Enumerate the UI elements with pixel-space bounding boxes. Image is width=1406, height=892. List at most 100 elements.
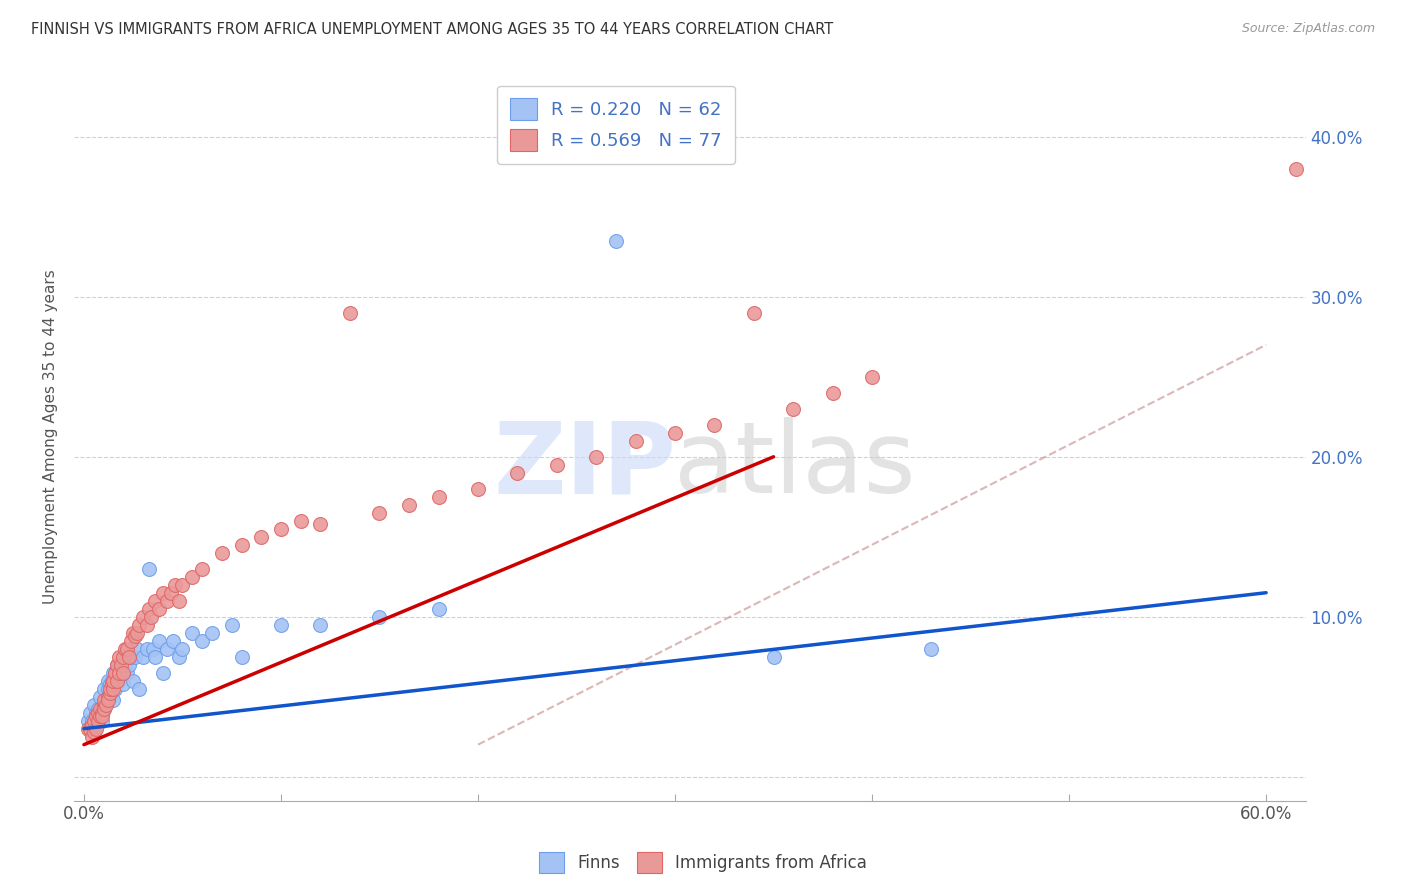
Point	[139, 609, 162, 624]
Point	[821, 385, 844, 400]
Point	[117, 649, 139, 664]
Point	[87, 714, 110, 728]
Point	[108, 649, 131, 664]
Point	[83, 714, 105, 728]
Point	[127, 641, 149, 656]
Point	[89, 702, 111, 716]
Point	[124, 629, 146, 643]
Point	[98, 677, 121, 691]
Point	[605, 234, 627, 248]
Point	[368, 506, 391, 520]
Point	[112, 665, 135, 680]
Point	[97, 681, 120, 696]
Point	[132, 649, 155, 664]
Point	[742, 306, 765, 320]
Point	[93, 698, 115, 712]
Point	[104, 665, 127, 680]
Point	[1285, 161, 1308, 176]
Text: atlas: atlas	[673, 417, 915, 515]
Point	[103, 665, 125, 680]
Point	[103, 673, 125, 688]
Point	[142, 641, 165, 656]
Point	[191, 562, 214, 576]
Point	[89, 690, 111, 704]
Point	[290, 514, 312, 528]
Point	[152, 585, 174, 599]
Point	[103, 681, 125, 696]
Legend: Finns, Immigrants from Africa: Finns, Immigrants from Africa	[533, 846, 873, 880]
Point	[211, 546, 233, 560]
Point	[98, 686, 121, 700]
Point	[128, 681, 150, 696]
Point	[80, 718, 103, 732]
Point	[167, 649, 190, 664]
Point	[117, 665, 139, 680]
Point	[309, 516, 332, 531]
Point	[83, 724, 105, 739]
Point	[80, 714, 103, 728]
Point	[107, 673, 129, 688]
Point	[860, 369, 883, 384]
Point	[118, 657, 141, 672]
Point	[172, 578, 194, 592]
Point	[231, 649, 253, 664]
Point	[87, 706, 110, 720]
Point	[89, 706, 111, 720]
Point	[132, 609, 155, 624]
Point	[122, 673, 145, 688]
Point	[191, 633, 214, 648]
Point	[103, 693, 125, 707]
Point	[368, 609, 391, 624]
Point	[128, 617, 150, 632]
Point	[90, 709, 112, 723]
Point	[546, 458, 568, 472]
Point	[98, 690, 121, 704]
Point	[84, 722, 107, 736]
Point	[90, 706, 112, 720]
Point	[181, 570, 204, 584]
Point	[117, 641, 139, 656]
Point	[93, 702, 115, 716]
Point	[110, 657, 132, 672]
Point	[97, 673, 120, 688]
Point	[84, 709, 107, 723]
Point	[148, 633, 170, 648]
Point	[427, 490, 450, 504]
Point	[120, 649, 142, 664]
Point	[107, 657, 129, 672]
Point	[138, 601, 160, 615]
Point	[83, 698, 105, 712]
Point	[120, 633, 142, 648]
Point	[87, 709, 110, 723]
Point	[118, 649, 141, 664]
Point	[114, 657, 136, 672]
Point	[93, 681, 115, 696]
Point	[152, 665, 174, 680]
Point	[339, 306, 361, 320]
Point	[89, 709, 111, 723]
Point	[703, 417, 725, 432]
Point	[156, 593, 179, 607]
Point	[398, 498, 420, 512]
Point	[107, 657, 129, 672]
Point	[762, 649, 785, 664]
Point	[782, 401, 804, 416]
Legend: R = 0.220   N = 62, R = 0.569   N = 77: R = 0.220 N = 62, R = 0.569 N = 77	[498, 86, 735, 164]
Point	[664, 425, 686, 440]
Point	[624, 434, 647, 448]
Point	[94, 698, 117, 712]
Text: Source: ZipAtlas.com: Source: ZipAtlas.com	[1241, 22, 1375, 36]
Point	[143, 593, 166, 607]
Point	[77, 714, 100, 728]
Point	[93, 693, 115, 707]
Point	[148, 601, 170, 615]
Point	[167, 593, 190, 607]
Point	[100, 677, 122, 691]
Point	[585, 450, 607, 464]
Point	[122, 625, 145, 640]
Y-axis label: Unemployment Among Ages 35 to 44 years: Unemployment Among Ages 35 to 44 years	[44, 269, 58, 604]
Point	[221, 617, 243, 632]
Point	[87, 702, 110, 716]
Point	[94, 693, 117, 707]
Point	[156, 641, 179, 656]
